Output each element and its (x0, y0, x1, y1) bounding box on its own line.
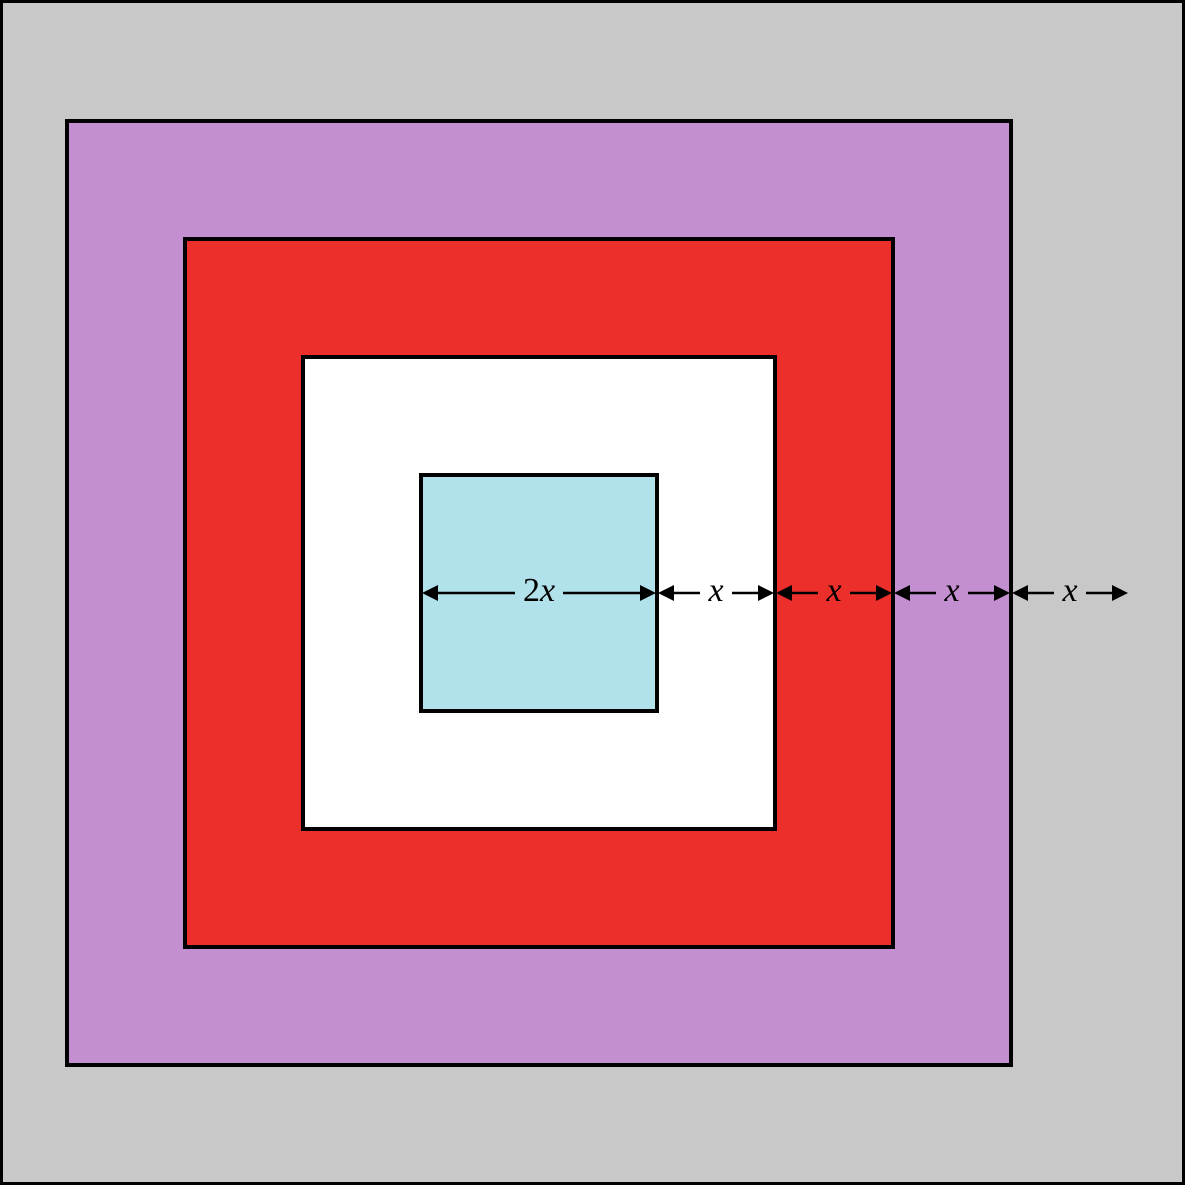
dim-label: 2x (523, 572, 555, 609)
dim-label: x (825, 572, 841, 609)
nested-squares-diagram: 2xxxxx (0, 0, 1185, 1185)
dim-label: x (1061, 572, 1077, 609)
dim-var: x (539, 572, 555, 609)
dim-coeff: 2 (523, 572, 540, 609)
dim-label: x (943, 572, 959, 609)
dim-label: x (707, 572, 723, 609)
